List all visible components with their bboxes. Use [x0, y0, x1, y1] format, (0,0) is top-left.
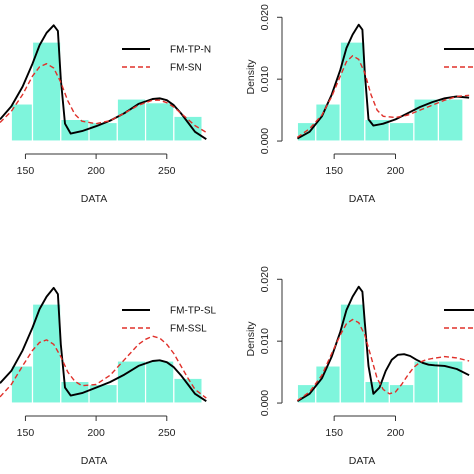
- x-axis-title: DATA: [349, 455, 375, 467]
- solid-density-curve: [0, 286, 207, 402]
- y-tick-label: 0.020: [259, 4, 271, 30]
- histogram-bar-2: [315, 365, 341, 404]
- x-tick-label: 150: [17, 427, 35, 439]
- histogram-bar-4: [88, 121, 118, 142]
- panel-top-right: 150 200 DATA 0.000 0.010 0.020 Density: [245, 4, 474, 205]
- histogram-bar-7: [437, 360, 464, 404]
- legend: [444, 48, 474, 68]
- solid-density-curve: [0, 24, 207, 140]
- dashed-density-curve: [0, 63, 207, 133]
- histogram-bar-2: [31, 41, 62, 142]
- y-tick-label: 0.000: [259, 390, 271, 416]
- x-tick-label: 250: [158, 427, 176, 439]
- histogram-bar-6: [144, 102, 175, 142]
- dashed-density-curve: [296, 318, 470, 402]
- dashed-density-curve: [0, 335, 207, 399]
- histogram-bar-6: [413, 360, 440, 404]
- legend-label: FM-TP-SL: [170, 306, 217, 317]
- histogram-bar-2: [315, 103, 341, 142]
- y-axis-title: Density: [245, 321, 257, 357]
- panel-top-left: 150 200 250 DATA FM-TP-N FM-SN: [0, 24, 211, 205]
- legend-label: FM-SSL: [170, 324, 207, 335]
- y-tick-label: 0.010: [259, 328, 271, 354]
- x-tick-label: 150: [17, 165, 35, 177]
- panel-bottom-left: 150 200 250 DATA FM-TP-SL FM-SSL: [0, 286, 217, 467]
- y-tick-label: 0.020: [259, 266, 271, 292]
- histogram-bar-7: [173, 377, 203, 404]
- x-axis-title: DATA: [81, 455, 107, 467]
- x-tick-label: 150: [325, 427, 343, 439]
- y-axis-title: Density: [245, 59, 257, 95]
- solid-density-curve: [296, 285, 470, 403]
- plot-area: [0, 24, 207, 142]
- y-tick-label: 0.010: [259, 66, 271, 92]
- panel-bottom-right: 150 200 DATA 0.000 0.010 0.020 Density: [245, 266, 474, 467]
- x-tick-label: 150: [325, 165, 343, 177]
- histogram-bar-5: [116, 98, 147, 142]
- histogram-bar-5: [116, 360, 147, 404]
- histogram-bar-6: [413, 98, 440, 142]
- histogram-bar-7: [173, 115, 203, 142]
- x-tick-label: 200: [387, 165, 405, 177]
- x-tick-label: 250: [158, 165, 176, 177]
- histogram-bar-5: [388, 121, 415, 142]
- histogram-bar-7: [437, 98, 464, 142]
- histogram-bar-6: [144, 360, 175, 404]
- histogram-bar-4: [88, 383, 118, 404]
- plot-area: [296, 285, 470, 404]
- x-tick-label: 200: [87, 427, 105, 439]
- histogram-bar-1: [10, 365, 34, 404]
- x-axis-title: DATA: [349, 193, 375, 205]
- plot-area: [0, 286, 207, 404]
- x-tick-label: 200: [87, 165, 105, 177]
- legend-label: FM-SN: [170, 63, 202, 74]
- legend: FM-TP-SL FM-SSL: [122, 306, 217, 335]
- histogram-bar-5: [388, 383, 415, 404]
- y-tick-label: 0.000: [259, 128, 271, 154]
- legend: FM-TP-N FM-SN: [122, 45, 211, 74]
- histogram-bar-3: [339, 303, 366, 404]
- plot-area: [296, 23, 470, 142]
- legend-label: FM-TP-N: [170, 45, 211, 56]
- histogram-bar-1: [10, 103, 34, 142]
- histogram-bar-4: [364, 380, 390, 404]
- dashed-density-curve: [296, 55, 470, 138]
- solid-density-curve: [296, 23, 470, 140]
- legend: [444, 309, 474, 329]
- x-tick-label: 200: [387, 427, 405, 439]
- x-axis-title: DATA: [81, 193, 107, 205]
